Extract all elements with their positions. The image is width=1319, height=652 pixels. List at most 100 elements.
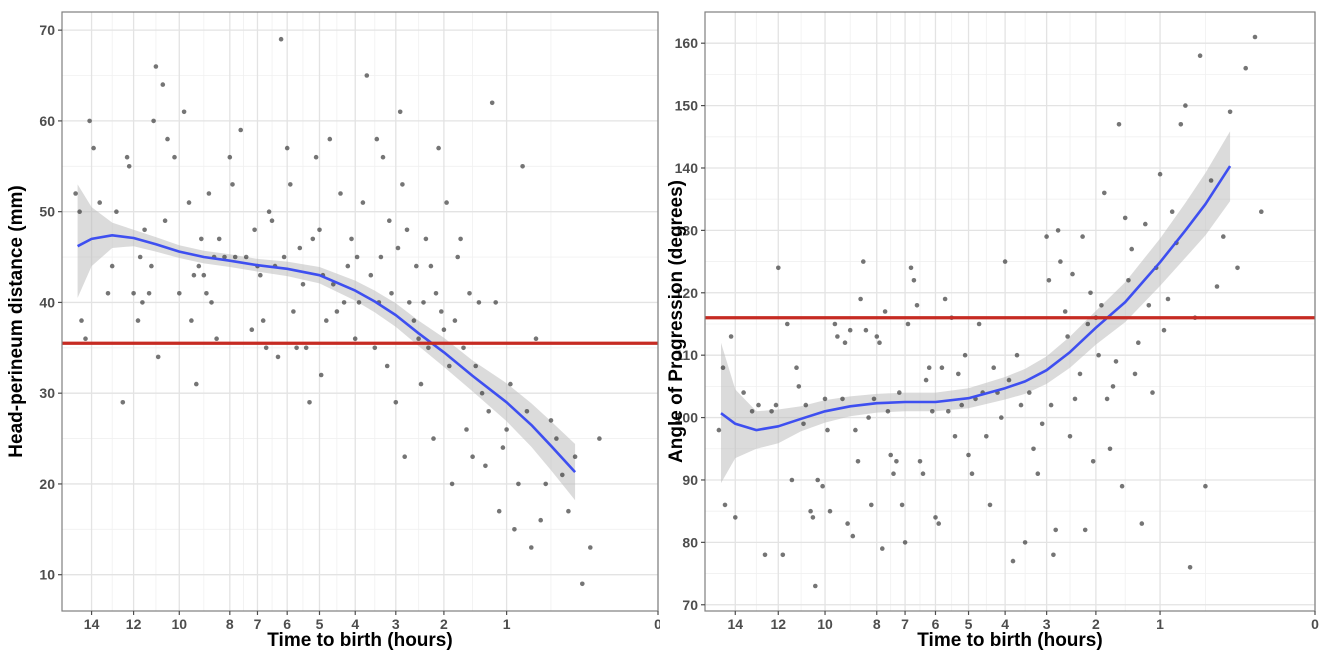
data-point bbox=[206, 191, 212, 196]
data-point bbox=[969, 471, 975, 477]
data-point bbox=[238, 127, 243, 133]
data-point bbox=[452, 318, 458, 323]
data-point bbox=[840, 396, 845, 402]
data-point bbox=[380, 154, 386, 160]
data-point bbox=[936, 521, 941, 526]
data-point bbox=[820, 483, 825, 489]
data-point bbox=[853, 427, 858, 433]
data-point bbox=[1072, 396, 1078, 402]
data-point bbox=[249, 327, 255, 333]
x-tick-label: 6 bbox=[932, 616, 940, 632]
data-point bbox=[160, 82, 166, 87]
data-point bbox=[914, 303, 920, 308]
data-point bbox=[813, 583, 818, 589]
data-point bbox=[566, 508, 571, 514]
data-point bbox=[1055, 228, 1061, 233]
data-point bbox=[97, 200, 102, 205]
data-point bbox=[1058, 259, 1063, 264]
data-point bbox=[741, 390, 746, 395]
data-point bbox=[1178, 122, 1184, 127]
data-point bbox=[1067, 434, 1073, 439]
x-tick-label: 14 bbox=[84, 616, 100, 632]
data-point bbox=[1203, 483, 1208, 489]
data-point bbox=[294, 345, 299, 351]
data-point bbox=[222, 254, 227, 260]
data-point bbox=[1099, 303, 1104, 308]
y-tick-label: 150 bbox=[675, 98, 699, 114]
data-point bbox=[1090, 459, 1096, 464]
data-point bbox=[863, 327, 869, 333]
data-point bbox=[1077, 371, 1083, 377]
data-point bbox=[588, 545, 593, 550]
data-point bbox=[716, 427, 722, 433]
data-point bbox=[789, 477, 795, 483]
data-point bbox=[1070, 271, 1075, 277]
data-point bbox=[297, 245, 303, 251]
data-point bbox=[186, 200, 192, 205]
data-point bbox=[252, 227, 257, 233]
data-point bbox=[1104, 396, 1110, 402]
data-point bbox=[140, 300, 145, 305]
data-point bbox=[1197, 53, 1203, 58]
data-point bbox=[1062, 309, 1068, 314]
y-tick-label: 20 bbox=[39, 476, 55, 492]
data-point bbox=[352, 336, 358, 342]
x-axis-title: Time to birth (hours) bbox=[917, 630, 1102, 651]
data-point bbox=[155, 354, 161, 360]
data-point bbox=[874, 334, 880, 339]
data-point bbox=[756, 402, 761, 408]
data-point bbox=[1053, 527, 1058, 533]
data-point bbox=[1243, 65, 1248, 71]
data-point bbox=[1252, 34, 1258, 40]
data-point bbox=[389, 291, 394, 296]
data-point bbox=[91, 145, 96, 151]
data-point bbox=[73, 191, 78, 196]
data-point bbox=[227, 154, 233, 160]
data-point bbox=[387, 218, 392, 223]
data-point bbox=[278, 36, 284, 42]
x-tick-label: 5 bbox=[316, 616, 324, 632]
data-point bbox=[109, 263, 115, 269]
data-point bbox=[397, 109, 403, 115]
data-point bbox=[987, 502, 993, 508]
data-point bbox=[796, 384, 802, 389]
data-point bbox=[769, 409, 774, 414]
data-point bbox=[891, 471, 896, 477]
x-tick-label: 8 bbox=[873, 616, 881, 632]
data-point bbox=[952, 434, 958, 439]
data-point bbox=[191, 272, 197, 278]
smooth-line bbox=[76, 234, 577, 473]
confidence-band bbox=[721, 131, 1231, 484]
data-point bbox=[368, 272, 374, 278]
data-point bbox=[1119, 483, 1125, 489]
data-point bbox=[131, 291, 136, 296]
data-point bbox=[331, 282, 336, 287]
data-point bbox=[194, 381, 199, 387]
data-point bbox=[1157, 171, 1163, 177]
data-point bbox=[733, 515, 738, 520]
data-point bbox=[489, 100, 495, 106]
data-point bbox=[803, 402, 809, 408]
data-point bbox=[310, 236, 316, 242]
data-point bbox=[858, 296, 863, 302]
data-point bbox=[473, 363, 479, 369]
data-point bbox=[533, 336, 539, 342]
data-point bbox=[822, 396, 828, 402]
data-point bbox=[1259, 209, 1264, 214]
data-point bbox=[303, 345, 309, 351]
data-point bbox=[395, 245, 401, 251]
data-point bbox=[500, 445, 506, 450]
data-point bbox=[455, 254, 461, 260]
data-point bbox=[467, 291, 472, 296]
data-point bbox=[832, 321, 838, 327]
data-point bbox=[470, 454, 475, 460]
data-point bbox=[79, 318, 84, 323]
data-point bbox=[483, 463, 488, 469]
data-point bbox=[486, 409, 492, 414]
data-point bbox=[1113, 359, 1119, 364]
data-point bbox=[458, 236, 463, 242]
data-point bbox=[871, 396, 877, 402]
data-point bbox=[776, 265, 781, 271]
data-point bbox=[877, 340, 882, 346]
data-point bbox=[449, 481, 455, 487]
